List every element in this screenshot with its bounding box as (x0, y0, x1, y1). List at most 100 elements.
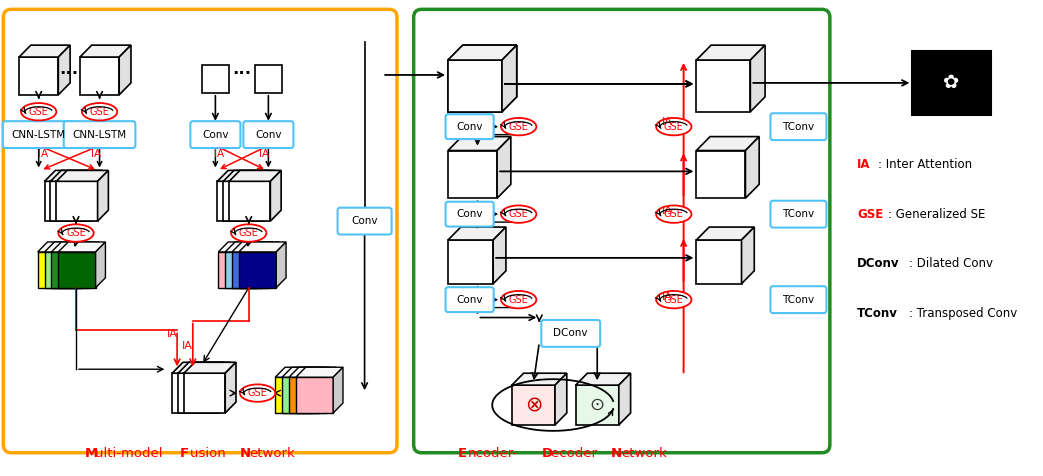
Polygon shape (498, 137, 511, 198)
Polygon shape (697, 240, 742, 284)
Polygon shape (576, 385, 618, 425)
Polygon shape (51, 252, 89, 288)
Polygon shape (45, 181, 86, 221)
Polygon shape (217, 170, 269, 181)
Text: ⊙: ⊙ (589, 396, 605, 414)
Text: ...: ... (59, 60, 78, 78)
Text: ...: ... (233, 60, 251, 78)
Polygon shape (96, 242, 105, 288)
Polygon shape (448, 150, 498, 198)
FancyBboxPatch shape (445, 114, 493, 139)
Ellipse shape (501, 206, 536, 223)
Polygon shape (697, 45, 766, 60)
Polygon shape (275, 377, 313, 413)
Polygon shape (50, 181, 92, 221)
Polygon shape (58, 242, 105, 252)
Polygon shape (333, 367, 343, 413)
Text: : Inter Attention: : Inter Attention (878, 158, 972, 171)
Polygon shape (319, 367, 330, 413)
Polygon shape (697, 137, 759, 150)
FancyBboxPatch shape (243, 121, 293, 148)
Text: TConv: TConv (857, 307, 898, 320)
Polygon shape (75, 242, 84, 288)
Polygon shape (80, 57, 119, 95)
FancyBboxPatch shape (771, 201, 826, 228)
Polygon shape (45, 170, 97, 181)
Text: : Transposed Conv: : Transposed Conv (908, 307, 1017, 320)
Polygon shape (225, 362, 236, 413)
FancyBboxPatch shape (445, 202, 493, 227)
Polygon shape (45, 242, 92, 252)
FancyBboxPatch shape (445, 287, 493, 312)
Polygon shape (178, 373, 219, 413)
Polygon shape (184, 362, 236, 373)
Polygon shape (225, 252, 263, 288)
Text: IA: IA (214, 149, 224, 159)
Text: N: N (240, 446, 251, 460)
Text: GSE: GSE (664, 295, 683, 305)
Text: CNN-LSTM: CNN-LSTM (11, 129, 66, 139)
Polygon shape (56, 170, 108, 181)
Text: TConv: TConv (782, 295, 815, 305)
Polygon shape (19, 45, 70, 57)
Text: : Generalized SE: : Generalized SE (889, 208, 986, 221)
Polygon shape (217, 181, 259, 221)
Polygon shape (746, 137, 759, 198)
Text: F: F (180, 446, 189, 460)
Text: IA: IA (38, 149, 48, 159)
Polygon shape (38, 242, 84, 252)
Polygon shape (493, 227, 506, 284)
Ellipse shape (232, 224, 266, 242)
Polygon shape (89, 242, 99, 288)
Polygon shape (239, 252, 276, 288)
Polygon shape (448, 240, 493, 284)
Polygon shape (51, 242, 99, 252)
Polygon shape (502, 45, 516, 112)
Polygon shape (263, 242, 272, 288)
Polygon shape (119, 45, 131, 95)
Polygon shape (259, 170, 269, 221)
Ellipse shape (21, 103, 56, 120)
Ellipse shape (82, 103, 117, 120)
Polygon shape (697, 60, 750, 112)
Polygon shape (56, 181, 98, 221)
Text: GSE: GSE (664, 122, 683, 132)
Polygon shape (448, 137, 511, 150)
Bar (913, 51, 991, 115)
Text: IA: IA (91, 149, 101, 159)
Text: TConv: TConv (782, 122, 815, 132)
Polygon shape (276, 242, 286, 288)
Text: GSE: GSE (29, 107, 49, 117)
Polygon shape (19, 57, 58, 95)
FancyBboxPatch shape (3, 121, 74, 148)
Polygon shape (223, 181, 265, 221)
Polygon shape (448, 60, 502, 112)
Polygon shape (82, 242, 92, 288)
Ellipse shape (656, 118, 692, 135)
Polygon shape (269, 242, 280, 288)
Text: IA: IA (260, 149, 269, 159)
Ellipse shape (58, 224, 94, 242)
Ellipse shape (656, 206, 692, 223)
Bar (201, 65, 229, 93)
Polygon shape (502, 45, 516, 112)
Polygon shape (275, 367, 322, 377)
Polygon shape (282, 367, 330, 377)
Text: Conv: Conv (457, 295, 483, 305)
Polygon shape (448, 227, 506, 240)
Polygon shape (742, 227, 754, 284)
Text: Conv: Conv (202, 129, 228, 139)
Polygon shape (296, 367, 343, 377)
Text: Conv: Conv (457, 209, 483, 219)
Polygon shape (750, 45, 766, 112)
Text: DConv: DConv (554, 328, 588, 338)
FancyBboxPatch shape (771, 113, 826, 140)
Text: ulti-model: ulti-model (95, 446, 167, 460)
FancyBboxPatch shape (3, 10, 397, 453)
Ellipse shape (501, 118, 536, 135)
Polygon shape (218, 252, 256, 288)
Polygon shape (219, 362, 231, 413)
Text: GSE: GSE (66, 228, 86, 238)
Text: ✿: ✿ (943, 73, 960, 92)
Polygon shape (98, 170, 108, 221)
